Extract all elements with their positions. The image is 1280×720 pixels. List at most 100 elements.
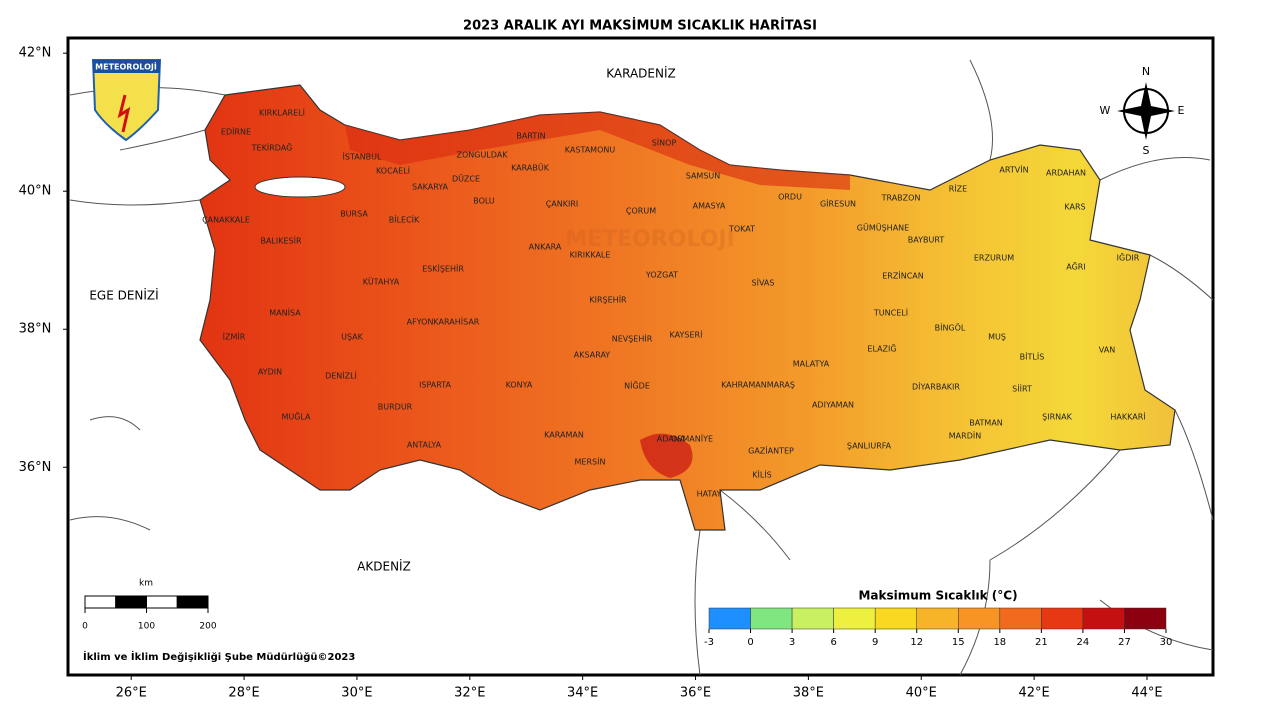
legend-bin — [791, 607, 834, 630]
map-title: 2023 ARALIK AYI MAKSİMUM SICAKLIK HARİTA… — [463, 18, 817, 34]
province-label: NEVŞEHİR — [612, 334, 653, 344]
province-label: KİLİS — [752, 470, 772, 480]
province-label: BİNGÖL — [935, 323, 966, 333]
y-tick-label: 40°N — [19, 184, 52, 199]
province-label: KIRKLARELİ — [259, 108, 305, 118]
province-label: NİĞDE — [624, 380, 650, 391]
legend-title: Maksimum Sıcaklık (°C) — [858, 589, 1017, 603]
legend-tick-label: 9 — [872, 637, 878, 648]
province-label: ANKARA — [529, 243, 562, 252]
province-label: ISPARTA — [419, 381, 451, 390]
province-label: EDİRNE — [221, 127, 251, 137]
legend-tick-label: 27 — [1118, 637, 1131, 648]
scale-segment — [146, 595, 178, 609]
scale-bar: 0 100 200 — [82, 595, 217, 632]
province-label: TRABZON — [881, 194, 921, 203]
province-label: AKSARAY — [574, 351, 611, 360]
province-label: HAKKARİ — [1110, 412, 1145, 422]
legend-bin — [833, 607, 876, 630]
province-label: KARAMAN — [544, 431, 584, 440]
province-label: İZMİR — [223, 332, 246, 342]
x-tick-label: 34°E — [567, 686, 598, 701]
legend-tick-label: 21 — [1035, 637, 1048, 648]
compass-letter: W — [1100, 104, 1111, 117]
province-label: ARTVİN — [999, 165, 1028, 175]
x-tick-label: 42°E — [1018, 686, 1049, 701]
compass-letter: S — [1143, 144, 1150, 157]
north-coast-band — [345, 112, 850, 190]
province-label: KARS — [1064, 203, 1085, 212]
province-label: BATMAN — [969, 419, 1003, 428]
scale-label: 200 — [199, 622, 216, 632]
legend-tick-label: -3 — [704, 637, 714, 648]
axes: 26°E 28°E 30°E 32°E 34°E 36°E 38°E 40°E 42°E 44°E… — [19, 46, 1163, 701]
province-label: MERSİN — [575, 457, 606, 467]
legend-tick-label: 12 — [910, 637, 923, 648]
legend-bin — [916, 607, 959, 630]
province-label: MUĞLA — [281, 411, 311, 422]
province-label: ORDU — [778, 193, 802, 202]
province-label: ÇORUM — [626, 207, 656, 216]
province-label: ZONGULDAK — [456, 151, 508, 160]
legend-bin — [958, 607, 1001, 630]
province-label: IĞDIR — [1117, 252, 1140, 263]
province-label: TUNCELİ — [873, 308, 908, 318]
province-label: SAKARYA — [412, 183, 449, 192]
province-label: KIRŞEHİR — [589, 295, 627, 305]
province-label: ÇANAKKALE — [202, 216, 250, 225]
province-label: KASTAMONU — [565, 146, 616, 155]
legend-tick-label: 15 — [952, 637, 965, 648]
scale-segment — [84, 595, 117, 609]
x-tick-label: 36°E — [680, 686, 711, 701]
y-tick-label: 42°N — [19, 46, 52, 61]
sea-label: EGE DENİZİ — [89, 288, 158, 303]
province-label: SİNOP — [652, 138, 677, 148]
province-label: OSMANİYE — [671, 434, 713, 444]
x-tick-label: 30°E — [341, 686, 372, 701]
province-label: TEKİRDAĞ — [251, 142, 293, 153]
legend-bin — [999, 607, 1042, 630]
province-label: DİYARBAKIR — [912, 382, 960, 392]
province-label: KOCAELİ — [376, 166, 410, 176]
province-label: GİRESUN — [820, 199, 856, 209]
scale-label: 0 — [82, 622, 88, 632]
x-tick-label: 40°E — [906, 686, 937, 701]
province-label: BURDUR — [378, 403, 413, 412]
province-label: ŞANLIURFA — [847, 442, 892, 451]
scale-unit: km — [139, 579, 153, 589]
province-label: GAZİANTEP — [748, 446, 794, 456]
legend-tick-label: 30 — [1160, 637, 1173, 648]
footer: İklim ve İklim Değişikliği Şube Müdürlüğ… — [83, 649, 355, 663]
x-tick-label: 28°E — [228, 686, 259, 701]
province-label: VAN — [1099, 346, 1115, 355]
hot-spot — [640, 433, 693, 478]
legend: -3 0 3 6 9 12 15 18 21 24 27 30 — [704, 607, 1173, 648]
province-label: AĞRI — [1066, 261, 1085, 272]
compass: N S W E — [1100, 65, 1185, 157]
province-label: MALATYA — [793, 360, 830, 369]
province-label: AFYONKARAHİSAR — [407, 317, 480, 327]
legend-tick-label: 0 — [747, 637, 753, 648]
province-label: RİZE — [949, 184, 967, 194]
x-tick-label: 38°E — [793, 686, 824, 701]
province-label: BİLECİK — [389, 215, 420, 225]
province-label: ADIYAMAN — [812, 401, 854, 410]
sea-label: AKDENİZ — [357, 559, 411, 574]
province-label: BARTIN — [516, 132, 545, 141]
sea-label: KARADENİZ — [606, 66, 676, 81]
province-label: SİİRT — [1012, 384, 1032, 394]
legend-bin — [1124, 607, 1167, 630]
scale-label: 100 — [138, 622, 155, 632]
scale-segment — [176, 595, 209, 609]
scale-segment — [115, 595, 147, 609]
province-label: DÜZCE — [452, 174, 480, 184]
province-label: BURSA — [340, 210, 368, 219]
province-label: ANTALYA — [407, 441, 442, 450]
province-label: KAYSERİ — [670, 330, 703, 340]
legend-bin — [874, 607, 917, 630]
logo: METEOROLOJİ — [91, 59, 162, 142]
province-label: AYDIN — [258, 368, 282, 377]
x-tick-label: 32°E — [454, 686, 485, 701]
province-label: KARABÜK — [511, 163, 550, 173]
province-label: KIRIKKALE — [570, 251, 611, 260]
